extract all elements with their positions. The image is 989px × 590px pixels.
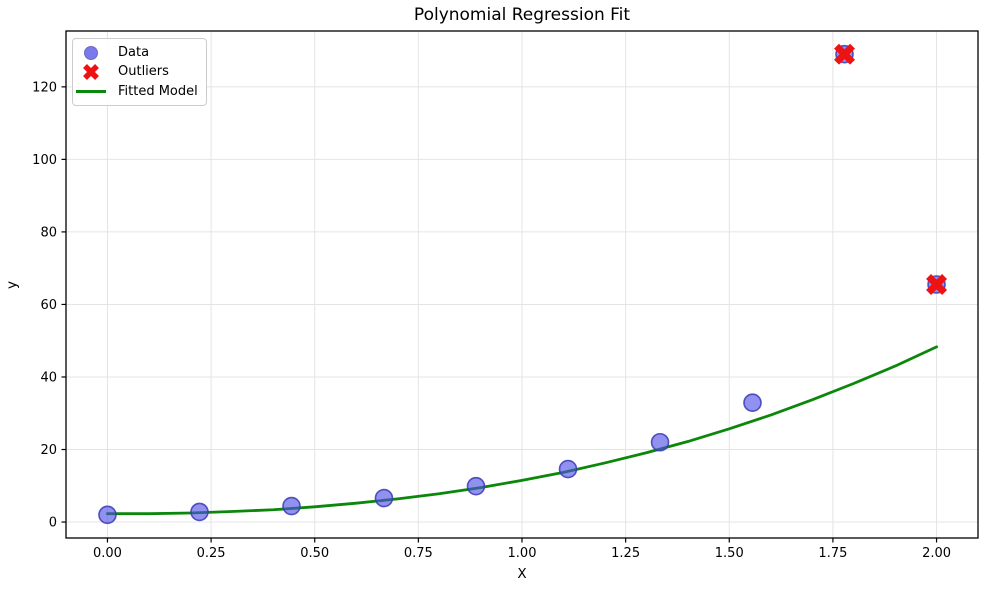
x-tick-label: 1.25 <box>611 546 640 561</box>
y-tick-label: 80 <box>40 225 57 240</box>
fitted-model-line <box>106 345 938 516</box>
x-tick-label: 0.75 <box>404 546 433 561</box>
x-tick-label: 1.50 <box>715 546 744 561</box>
y-tick-label: 60 <box>40 298 57 313</box>
x-tick-label: 2.00 <box>922 546 951 561</box>
x-tick-label: 0.00 <box>93 546 122 561</box>
x-axis-label: X <box>517 566 527 582</box>
data-point <box>98 505 117 525</box>
y-axis-label: y <box>4 281 20 289</box>
legend-item-fitted-model: Fitted Model <box>76 82 200 101</box>
outlier-marker <box>926 274 948 295</box>
chart-title: Polynomial Regression Fit <box>413 5 631 25</box>
data-point <box>466 476 486 496</box>
x-tick-label: 1.00 <box>508 546 537 561</box>
legend: Data Outliers Fitted Model <box>72 38 207 106</box>
x-tick-label: 1.75 <box>818 546 847 561</box>
legend-item-data: Data <box>81 43 200 62</box>
y-tick-label: 120 <box>32 80 57 95</box>
legend-label-outliers: Outliers <box>118 64 169 80</box>
data-point <box>743 393 762 413</box>
x-tick-label: 0.25 <box>197 546 226 561</box>
legend-item-outliers: Outliers <box>81 62 200 81</box>
x-marker-icon <box>81 63 101 81</box>
legend-label-data: Data <box>118 45 150 61</box>
x-tick-label: 0.50 <box>300 546 329 561</box>
data-point <box>282 496 301 516</box>
data-point <box>190 502 209 522</box>
y-tick-label: 0 <box>49 516 57 531</box>
scatter-circle-marker-icon <box>81 45 101 60</box>
line-marker-icon <box>76 89 106 93</box>
y-tick-label: 20 <box>40 443 57 458</box>
y-tick-label: 40 <box>40 370 57 385</box>
y-tick-label: 100 <box>32 153 57 168</box>
data-point <box>558 459 578 479</box>
legend-label-fitted-model: Fitted Model <box>118 83 198 99</box>
outlier-marker <box>834 43 855 65</box>
data-point <box>650 432 670 452</box>
data-point <box>374 488 394 508</box>
